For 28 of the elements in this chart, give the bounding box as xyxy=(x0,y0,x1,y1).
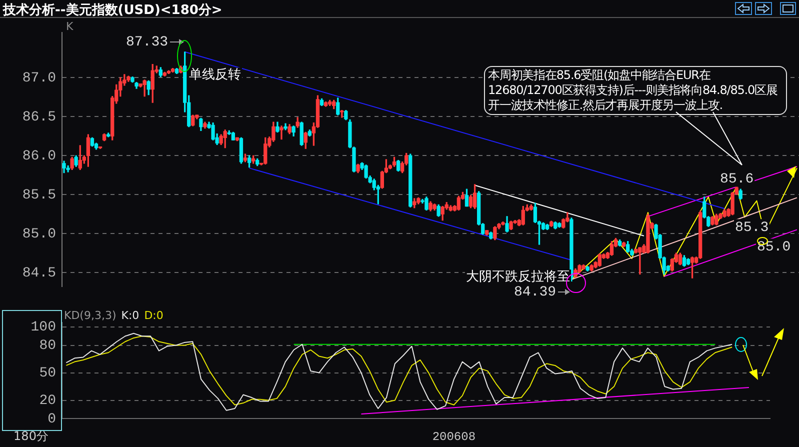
y-tick-label: 0 xyxy=(48,411,56,428)
y-tick-label: 85.0 xyxy=(22,226,56,242)
x-tick-label: 200608 xyxy=(432,430,476,444)
annotation: 85.3 xyxy=(735,220,769,236)
y-tick-label: 86.5 xyxy=(22,109,56,126)
y-tick-label: 100 xyxy=(30,320,56,336)
chart-title: KD(9,3,3) xyxy=(64,309,116,322)
series-label: D:0 xyxy=(144,309,164,322)
annotation: K xyxy=(66,20,74,33)
candlestick xyxy=(280,126,284,140)
y-tick-label: 50 xyxy=(39,365,56,382)
candlestick xyxy=(638,247,642,274)
annotation: 85.6 xyxy=(720,171,754,188)
y-tick-label: 85.5 xyxy=(22,187,56,204)
series-label: K:0 xyxy=(121,309,140,322)
text: 180分 xyxy=(14,429,48,444)
y-tick-label: 84.5 xyxy=(22,265,56,282)
annotation: 84.39 xyxy=(514,284,556,301)
y-tick-label: 80 xyxy=(39,338,56,354)
annotation: 87.33 xyxy=(126,34,168,51)
annotation: 85.0 xyxy=(757,239,791,256)
annotation: 本周初美指在85.6受阻(如盘中能结合EUR在12680/12700区获得支持)后---则美指将向84.8/85.0区展开一波技术性修正.然后才再展开度另一波上攻. xyxy=(484,66,787,115)
annotation: 大阴不跌反拉将至 xyxy=(466,269,570,284)
annotation: 单线反转 xyxy=(189,67,241,82)
y-tick-label: 86.0 xyxy=(22,148,56,164)
y-tick-label: 20 xyxy=(39,392,56,409)
chart-title: 技术分析--美元指数(USD)<180分> xyxy=(3,2,222,19)
y-tick-label: 87.0 xyxy=(22,70,56,86)
